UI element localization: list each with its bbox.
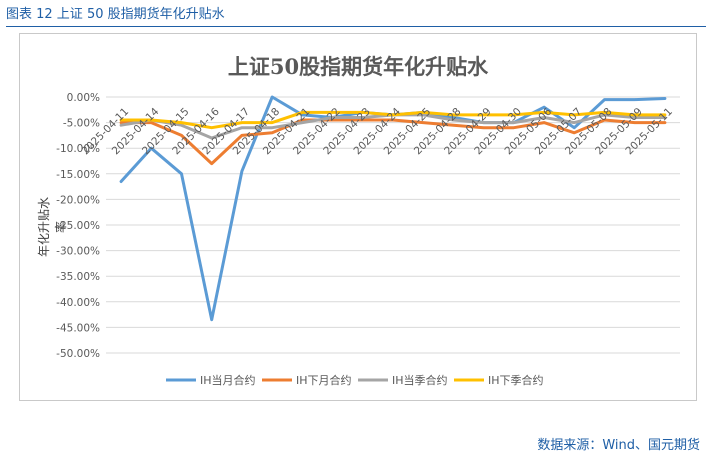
chart-title: 上证50股指期货年化升贴水 (227, 54, 489, 79)
y-tick-label: -5.00% (63, 118, 100, 130)
series-line (119, 118, 667, 166)
y-tick-label: -10.00% (56, 143, 100, 155)
y-tick-label: -15.00% (56, 169, 100, 181)
y-tick-label: 0.00% (67, 92, 100, 104)
legend-label: IH当季合约 (392, 373, 448, 387)
y-tick-label: -40.00% (56, 297, 100, 309)
legend-label: IH下月合约 (296, 373, 352, 387)
legend-label: IH下季合约 (488, 373, 544, 387)
series-line (119, 110, 667, 130)
figure-caption: 图表 12 上证 50 股指期货年化升贴水 (6, 7, 225, 22)
chart-frame: 上证50股指期货年化升贴水 年化升贴水率 0.00% -5.00% -10.00% -… (19, 33, 697, 401)
caption-divider (6, 26, 706, 27)
legend-label: IH当月合约 (200, 373, 256, 387)
y-tick-label: -45.00% (56, 322, 100, 334)
source-note: 数据来源：Wind、国元期货 (537, 438, 700, 453)
y-tick-label: -25.00% (56, 220, 100, 232)
y-tick-label: -35.00% (56, 271, 100, 283)
y-tick-label: -20.00% (56, 194, 100, 206)
line-chart: 0.00% -5.00% -10.00% -15.00% -20.00% -25.00% -… (56, 92, 680, 387)
y-tick-label: -50.00% (56, 348, 100, 360)
y-tick-label: -30.00% (56, 246, 100, 258)
